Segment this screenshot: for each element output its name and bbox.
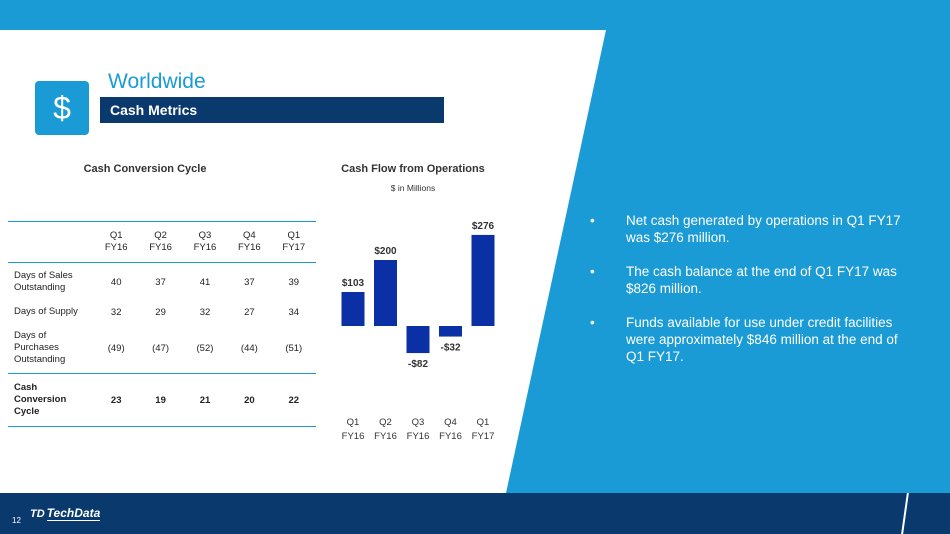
table-cell: 41 xyxy=(199,276,211,288)
bullet-dot-icon: • xyxy=(590,213,595,228)
table-cell: 37 xyxy=(244,276,255,288)
category-label: Q1 xyxy=(477,417,490,428)
page-number: 12 xyxy=(12,516,21,525)
bullet-dot-icon: • xyxy=(590,264,595,279)
bullet-dot-icon: • xyxy=(590,315,595,330)
row-label: Days of Purchases Outstanding xyxy=(14,330,66,365)
data-label: -$32 xyxy=(440,343,460,354)
bullet-list: • Net cash generated by operations in Q1 … xyxy=(590,212,910,382)
logo-text: TechData xyxy=(46,506,101,521)
table-cell: 21 xyxy=(182,373,228,427)
table-cell: 32 xyxy=(110,306,122,318)
category-label: FY17 xyxy=(472,431,495,442)
bar xyxy=(471,234,495,326)
col-header: Q4 FY16 xyxy=(227,221,272,263)
table-cell: (52) xyxy=(196,342,214,354)
chart-subtitle: $ in Millions xyxy=(390,183,436,193)
table-cell: 39 xyxy=(288,276,300,288)
category-label: Q2 xyxy=(379,417,392,428)
table-cell: 40 xyxy=(110,276,122,288)
page-title: Worldwide xyxy=(108,70,206,93)
table-row: Days of Purchases Outstanding (49) (47) (5… xyxy=(8,323,316,374)
data-label: -$82 xyxy=(408,359,428,370)
table-cell: 32 xyxy=(199,306,211,318)
data-label: $103 xyxy=(342,278,365,289)
table-cell: 37 xyxy=(155,276,166,288)
table-cell: (51) xyxy=(285,342,303,354)
techdata-logo: TD TechData xyxy=(30,506,101,521)
col-header: Q1 FY17 xyxy=(271,221,316,263)
logo-mark-icon: TD xyxy=(30,507,45,520)
col-header: Q3 FY16 xyxy=(182,221,228,263)
table-cell: 20 xyxy=(227,373,272,427)
table-cell: 19 xyxy=(138,373,183,427)
category-label: Q1 xyxy=(347,417,360,428)
table-cell: (49) xyxy=(107,342,125,354)
chart-title: Cash Flow from Operations xyxy=(341,163,485,175)
cash-flow-chart: $103 Q1 FY16 $200 Q2 FY16 -$82 Q3 FY16 -$32 Q4 FY16… xyxy=(341,221,495,442)
category-label: FY16 xyxy=(439,431,462,442)
ccc-table: Q1 FY16 Q2 FY16 Q3 FY16 Q4 FY16 Q1 FY17 Days … xyxy=(8,221,316,427)
category-label: FY16 xyxy=(407,431,430,442)
table-cell: 27 xyxy=(244,306,255,318)
header-blank xyxy=(8,221,94,263)
row-label: Cash Conversion Cycle xyxy=(8,373,94,427)
ccc-table-title: Cash Conversion Cycle xyxy=(83,163,207,175)
top-strip xyxy=(0,0,950,30)
col-header: Q1 FY16 xyxy=(94,221,139,263)
category-label: FY16 xyxy=(374,431,397,442)
category-label: Q4 xyxy=(444,417,457,428)
section-title-bar: Cash Metrics xyxy=(100,97,444,123)
bar xyxy=(406,326,430,354)
bullet-item: • Funds available for use under credit fa… xyxy=(590,315,898,364)
row-label: Days of Supply xyxy=(14,306,78,317)
bar xyxy=(374,260,397,326)
bullet-item: • The cash balance at the end of Q1 FY17 … xyxy=(590,264,897,296)
footer-bar xyxy=(0,493,950,534)
data-label: $200 xyxy=(374,246,397,257)
table-cell: 23 xyxy=(94,373,139,427)
col-header: Q2 FY16 xyxy=(138,221,183,263)
dollar-icon: $ xyxy=(35,81,89,135)
table-row: Cash Conversion Cycle 23 19 21 20 22 xyxy=(8,373,316,427)
bar xyxy=(341,292,365,326)
category-label: Q3 xyxy=(412,417,425,428)
table-cell: (44) xyxy=(240,342,258,354)
table-cell: (47) xyxy=(152,342,170,354)
table-cell: 22 xyxy=(271,373,316,427)
data-label: $276 xyxy=(472,221,495,232)
table-cell: 34 xyxy=(288,306,300,318)
row-label: Days of Sales Outstanding xyxy=(14,270,73,293)
table-row: Days of Sales Outstanding 40 37 41 37 39 xyxy=(8,263,316,302)
table-cell: 29 xyxy=(155,306,166,318)
bar xyxy=(439,326,462,337)
bullet-item: • Net cash generated by operations in Q1 … xyxy=(590,213,901,245)
category-label: FY16 xyxy=(342,431,365,442)
table-row: Days of Supply 32 29 32 27 34 xyxy=(8,301,316,323)
